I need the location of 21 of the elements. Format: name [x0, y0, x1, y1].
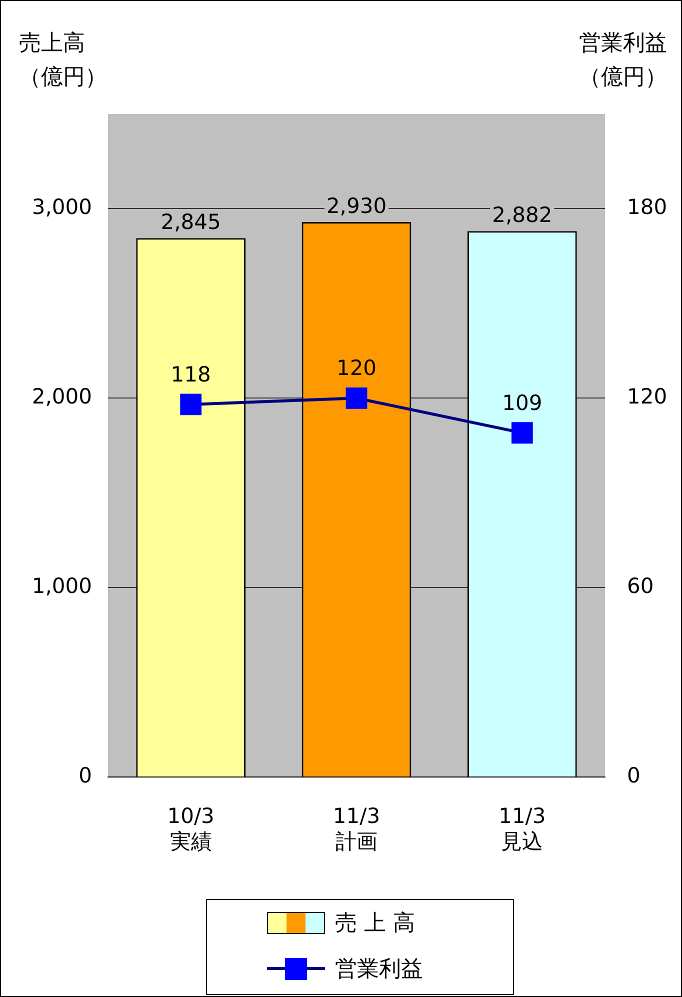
y2-tick-label: 120: [627, 384, 668, 409]
x-tick-label: 11/3 見込: [498, 804, 546, 854]
y2-tick-label: 60: [627, 574, 654, 598]
data-label: 109: [502, 390, 542, 415]
x-tick-label: 11/3 計画: [332, 804, 380, 854]
y2-tick-label: 180: [627, 195, 668, 220]
data-label: 2,845: [160, 210, 221, 234]
y-tick-label: 0: [78, 763, 92, 788]
y-tick-label: 3,000: [32, 195, 92, 220]
x-tick-label: 10/3 実績: [167, 804, 214, 854]
legend-label: 営業利益: [335, 956, 423, 984]
y-tick-label: 1,000: [32, 574, 92, 598]
data-label: 2,930: [326, 194, 387, 218]
legend-label: 売 上 高: [335, 910, 415, 938]
data-label: 118: [170, 362, 211, 386]
y-tick-label: 2,000: [32, 384, 92, 409]
y-axis-title: 売上高（億円）: [19, 30, 107, 92]
data-label: 120: [336, 356, 377, 380]
y2-tick-label: 0: [627, 763, 640, 788]
y2-axis-title: 営業利益（億円）: [578, 30, 667, 92]
data-label: 2,882: [492, 203, 552, 228]
